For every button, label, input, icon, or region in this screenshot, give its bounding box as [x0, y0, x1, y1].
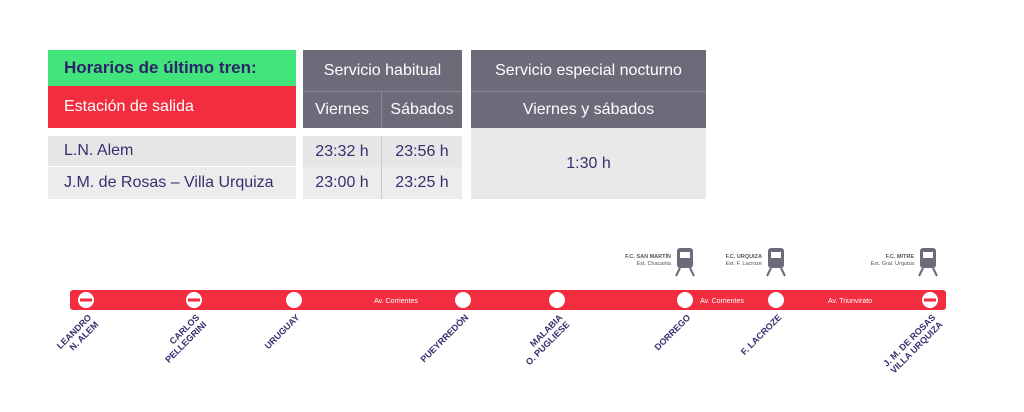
- rail-name: F.C. URQUIZA: [726, 254, 762, 260]
- day-header: Sábados: [382, 92, 462, 128]
- rail-station: Est. Chacarita: [636, 261, 671, 267]
- street-label: Av. Triunvirato: [828, 298, 872, 305]
- station-label: DORREGO: [652, 312, 692, 352]
- station-marker: [677, 292, 693, 308]
- time-cell: 23:32 h: [303, 136, 382, 167]
- train-window: [771, 252, 781, 258]
- time-cell: 23:00 h: [303, 167, 382, 199]
- station-label: J. M. DE ROSASVILLA URQUIZA: [881, 312, 945, 376]
- station-label: LEANDRON. ALEM: [55, 312, 101, 358]
- rail-station: Est. F. Lacroze: [726, 261, 762, 267]
- group-header: Servicio habitual: [303, 50, 462, 92]
- station-label: PUEYRREDÓN: [418, 312, 471, 365]
- train-window: [680, 252, 690, 258]
- rail-name: F.C. SAN MARTÍN: [625, 252, 671, 260]
- station-marker: [455, 292, 471, 308]
- station-marker: [549, 292, 565, 308]
- station-bar: [80, 298, 92, 302]
- station-bar: [924, 298, 936, 302]
- train-rails: [766, 267, 786, 277]
- rail-name: F.C. MITRE: [886, 254, 915, 260]
- station-cell: J.M. de Rosas – Villa Urquiza: [48, 167, 296, 199]
- special-time: 1:30 h: [471, 128, 706, 199]
- train-rails: [918, 267, 938, 277]
- table-title: Horarios de último tren:: [48, 50, 296, 86]
- train-rails: [675, 267, 695, 277]
- station-label-line: PUEYRREDÓN: [418, 312, 471, 365]
- station-label: MALABIAO. PUGLIESE: [517, 312, 572, 367]
- station-label-line: URUGUAY: [263, 312, 302, 351]
- street-label: Av. Corrientes: [700, 298, 744, 305]
- station-header: Estación de salida: [48, 86, 296, 128]
- station-label-line: F. LACROZE: [739, 312, 784, 357]
- station-marker: [768, 292, 784, 308]
- station-marker: [286, 292, 302, 308]
- rail-station: Est. Gral. Urquiza: [871, 261, 915, 267]
- time-cell: 23:25 h: [382, 167, 462, 199]
- station-label: CARLOSPELLEGRINI: [156, 312, 208, 364]
- station-bar: [188, 298, 200, 302]
- station-label: URUGUAY: [263, 312, 302, 351]
- station-label-line: DORREGO: [652, 312, 692, 352]
- station-cell: L.N. Alem: [48, 136, 296, 167]
- train-window: [923, 252, 933, 258]
- time-cell: 23:56 h: [382, 136, 462, 167]
- group-header: Servicio especial nocturno: [471, 50, 706, 92]
- station-label: F. LACROZE: [739, 312, 784, 357]
- day-header: Viernes: [303, 92, 382, 128]
- street-label: Av. Corrientes: [374, 298, 418, 305]
- day-header: Viernes y sábados: [471, 92, 706, 128]
